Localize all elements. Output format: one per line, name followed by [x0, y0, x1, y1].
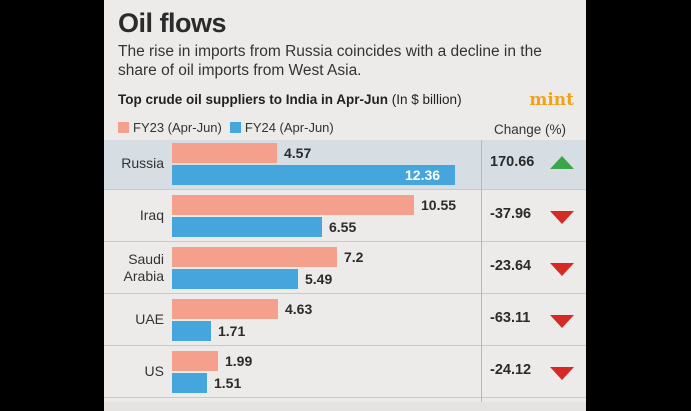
data-label-fy24: 1.51: [214, 375, 242, 391]
legend-item-fy24: FY24 (Apr-Jun): [229, 120, 334, 135]
category-label-line: US: [144, 363, 164, 379]
bottom-strip: [104, 402, 586, 411]
legend-item-fy23: FY23 (Apr-Jun): [118, 120, 222, 135]
data-label-fy24: 1.71: [218, 323, 246, 339]
legend-swatch-fy23: [118, 122, 129, 133]
change-value: 170.66: [490, 154, 535, 170]
subhead-unit: (In $ billion): [391, 92, 462, 107]
data-label-fy23: 7.2: [344, 249, 364, 265]
legend-label-fy23: FY23 (Apr-Jun): [133, 120, 222, 135]
bar-fy23: [172, 143, 277, 163]
category-label-line: Saudi: [128, 251, 164, 267]
chart-row: Russia 4.57 12.36 170.66: [104, 140, 586, 190]
change-header: Change (%): [493, 122, 566, 137]
arrow-down-icon: [550, 315, 574, 328]
bar-fy23: [172, 247, 337, 267]
data-label-fy23: 10.55: [421, 197, 457, 213]
category-label: US: [145, 363, 164, 380]
bar-fy24: [172, 217, 322, 237]
category-label-line: Russia: [121, 155, 164, 171]
chart-title: Oil flows: [118, 8, 227, 38]
category-label: Russia: [121, 155, 164, 172]
data-label-fy23: 4.57: [284, 145, 312, 161]
bar-fy23: [172, 195, 414, 215]
change-value: -63.11: [490, 310, 531, 326]
change-value: -37.96: [490, 206, 532, 222]
chart-row: Iraq 10.55 6.55 -37.96: [104, 192, 586, 242]
arrow-down-icon: [550, 263, 574, 276]
chart-subhead: Top crude oil suppliers to India in Apr-…: [118, 92, 462, 107]
data-label-fy24: 12.36: [405, 167, 441, 183]
legend: FY23 (Apr-Jun) FY24 (Apr-Jun): [118, 120, 342, 135]
change-column-divider: [481, 140, 482, 402]
category-label-line: Arabia: [123, 268, 164, 284]
category-label-line: UAE: [135, 311, 164, 327]
bar-fy24: [172, 373, 207, 393]
data-label-fy23: 4.63: [285, 301, 313, 317]
data-label-fy23: 1.99: [225, 353, 253, 369]
arrow-down-icon: [550, 367, 574, 380]
arrow-down-icon: [550, 211, 574, 224]
category-label: Iraq: [140, 207, 164, 224]
chart-row: Saudi Arabia 7.2 5.49 -23.64: [104, 244, 586, 294]
bar-fy24: [172, 165, 455, 185]
legend-swatch-fy24: [229, 122, 241, 133]
data-label-fy24: 5.49: [305, 271, 333, 287]
subhead-label: Top crude oil suppliers to India in Apr-…: [118, 92, 389, 107]
category-label: UAE: [135, 311, 164, 328]
chart-row: US 1.99 1.51 -24.12: [104, 348, 586, 398]
chart-rows: Russia 4.57 12.36 170.66 Iraq 10.55 6.55 -37.96…: [104, 140, 586, 402]
chart-subtitle: The rise in imports from Russia coincide…: [118, 43, 542, 79]
bar-fy24: [172, 321, 211, 341]
chart-card: Oil flows The rise in imports from Russi…: [104, 0, 586, 411]
bar-fy23: [172, 351, 218, 371]
category-label-line: Iraq: [139, 207, 164, 223]
change-value: -23.64: [490, 258, 532, 274]
data-label-fy24: 6.55: [329, 219, 357, 235]
brand-logo: mint: [529, 90, 574, 110]
change-value: -24.12: [490, 362, 532, 378]
category-label: Saudi Arabia: [124, 251, 164, 285]
legend-label-fy24: FY24 (Apr-Jun): [244, 120, 334, 135]
bar-fy23: [172, 299, 278, 319]
chart-row: UAE 4.63 1.71 -63.11: [104, 296, 586, 346]
arrow-up-icon: [550, 156, 574, 169]
bar-fy24: [172, 269, 298, 289]
